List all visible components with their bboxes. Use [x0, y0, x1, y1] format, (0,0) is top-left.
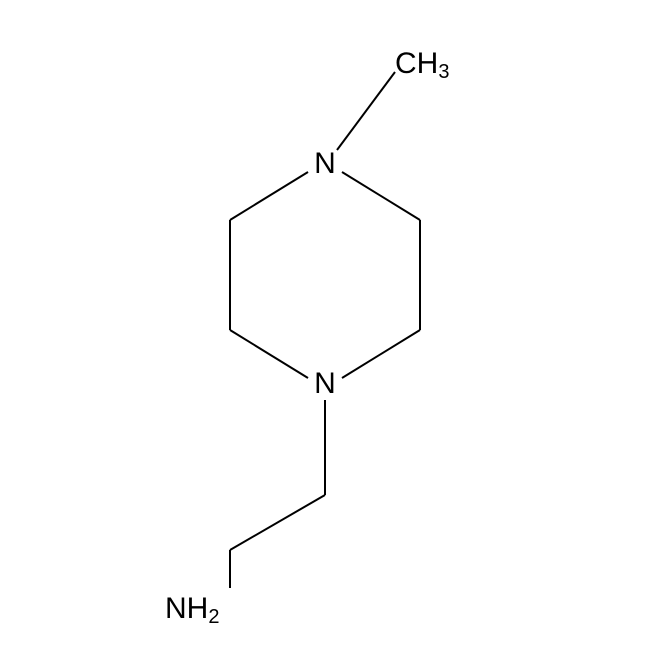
atom-label-sub: 3 — [438, 61, 449, 83]
atom-label-sub: 2 — [208, 606, 219, 628]
atom-label-N1: N — [314, 147, 336, 180]
chemical-structure-diagram: CH3 N N NH2 — [0, 0, 650, 650]
atom-label-main: N — [314, 147, 336, 180]
atom-label-main: CH — [395, 47, 438, 80]
atom-label-N4: N — [314, 367, 336, 400]
diagram-background — [0, 0, 650, 650]
atom-label-main: NH — [165, 592, 208, 625]
atom-label-main: N — [314, 367, 336, 400]
